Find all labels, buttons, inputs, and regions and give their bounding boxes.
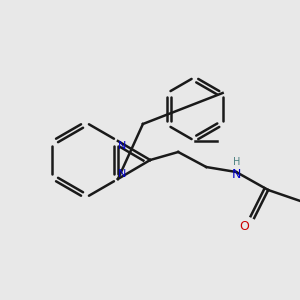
Text: N: N bbox=[118, 141, 126, 151]
Text: N: N bbox=[118, 169, 126, 179]
Text: H: H bbox=[232, 157, 240, 167]
Text: N: N bbox=[232, 167, 241, 181]
Text: O: O bbox=[239, 220, 249, 232]
